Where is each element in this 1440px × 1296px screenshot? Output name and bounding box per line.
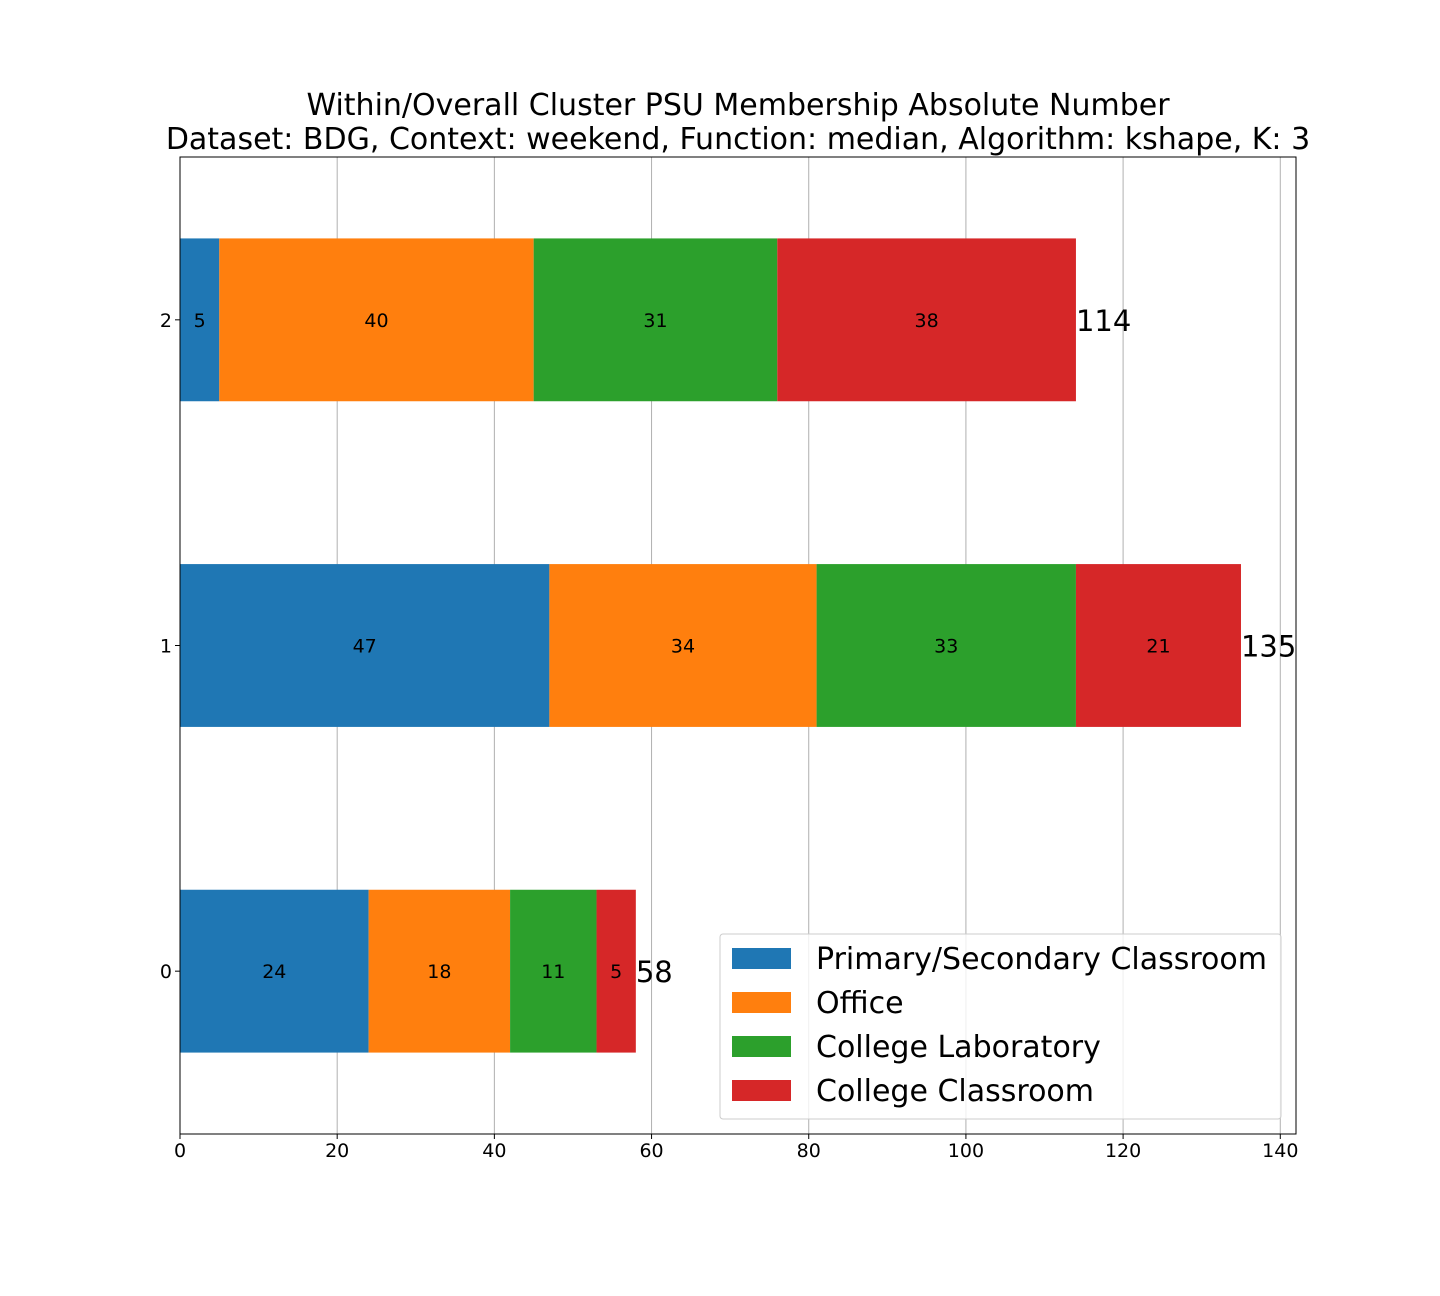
bar-segment: [1075, 564, 1241, 727]
bar-segment: [180, 889, 369, 1053]
bar-value-label: 40: [364, 310, 388, 332]
legend-box: [719, 933, 1282, 1120]
bar-segment: [180, 564, 550, 727]
x-tick-label: 100: [948, 1140, 984, 1162]
legend-label: College Classroom: [816, 1074, 1094, 1109]
legend-label: College Laboratory: [816, 1030, 1101, 1065]
legend-label: Office: [816, 986, 904, 1021]
bar-segment: [219, 238, 534, 402]
bar-value-label: 5: [610, 961, 622, 983]
bar-total-label: 114: [1076, 304, 1131, 338]
bar-segment: [816, 564, 1076, 727]
x-tick-label: 60: [639, 1140, 663, 1162]
bar-total-label: 58: [636, 955, 673, 989]
bar-segment: [596, 889, 636, 1053]
x-tick-label: 140: [1262, 1140, 1298, 1162]
chart-title: Within/Overall Cluster PSU Membership Ab…: [306, 88, 1170, 123]
bar-segment: [533, 238, 778, 402]
legend-swatch: [732, 1080, 791, 1101]
legend-label: Primary/Secondary Classroom: [816, 942, 1267, 977]
y-tick-label: 0: [160, 961, 172, 983]
x-tick-label: 120: [1105, 1140, 1141, 1162]
x-tick-label: 0: [174, 1140, 186, 1162]
bar-value-label: 21: [1146, 636, 1170, 658]
bar-segment: [549, 564, 817, 727]
axes-frame: [179, 156, 1297, 1135]
legend-swatch: [732, 992, 791, 1013]
chart-subtitle: Dataset: BDG, Context: weekend, Function…: [165, 122, 1311, 157]
legend-swatch: [732, 948, 791, 969]
bar-total-label: 135: [1241, 630, 1296, 664]
x-tick-label: 80: [797, 1140, 821, 1162]
y-tick-label: 2: [160, 310, 172, 332]
bar-segment: [368, 889, 511, 1053]
bar-value-label: 38: [915, 310, 939, 332]
bar-segment: [777, 238, 1076, 402]
bar-value-label: 24: [262, 961, 286, 983]
bar-value-label: 11: [541, 961, 565, 983]
bar-segment: [180, 238, 220, 402]
x-tick-label: 40: [482, 1140, 506, 1162]
x-tick-label: 20: [325, 1140, 349, 1162]
y-tick-label: 1: [160, 636, 172, 658]
bar-value-label: 47: [353, 636, 377, 658]
bar-value-label: 18: [427, 961, 451, 983]
bar-segment: [510, 889, 597, 1053]
bar-value-label: 33: [934, 636, 958, 658]
legend-swatch: [732, 1036, 791, 1057]
bar-value-label: 31: [643, 310, 667, 332]
bar-value-label: 5: [194, 310, 206, 332]
bar-value-label: 34: [671, 636, 695, 658]
